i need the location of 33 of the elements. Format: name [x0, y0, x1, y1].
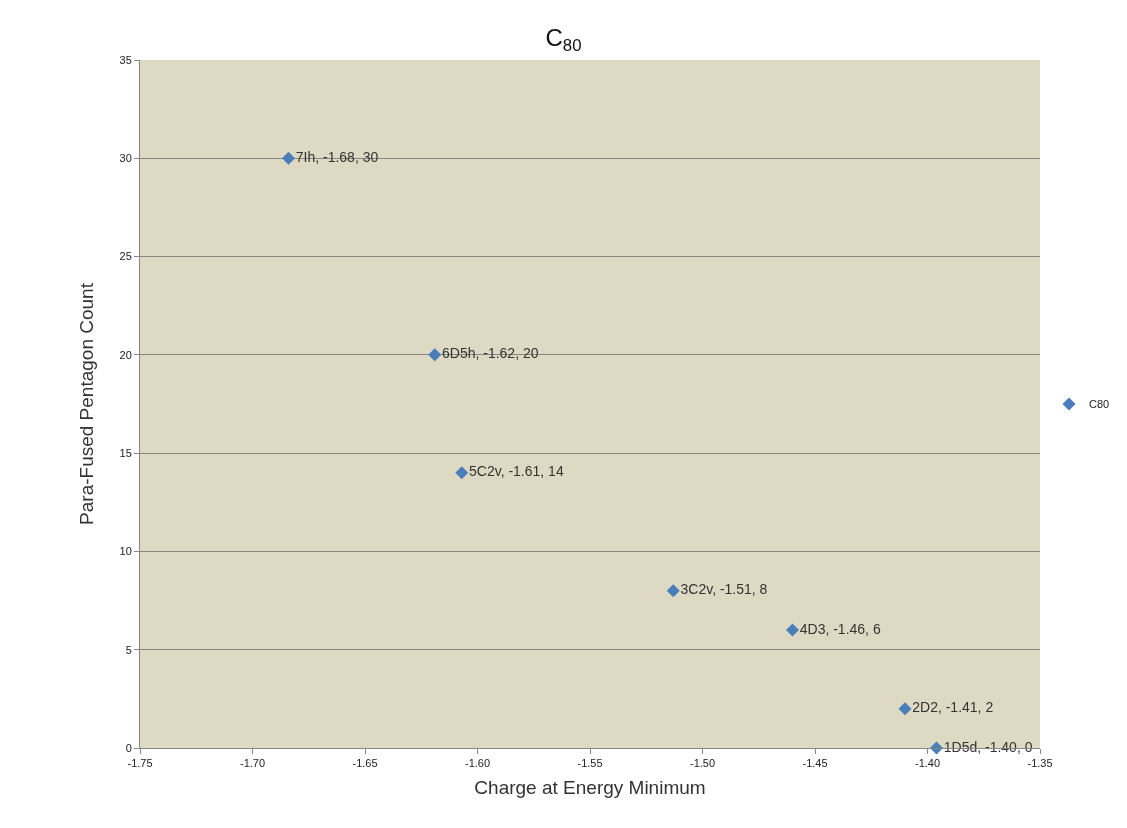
y-tick-label: 25	[119, 250, 132, 263]
x-tick-label: -1.35	[1027, 757, 1053, 770]
point	[282, 151, 295, 165]
x-tick-label: -1.40	[914, 757, 941, 770]
y-tick-label: 0	[125, 741, 132, 754]
data-label: 2D2, -1.41, 2	[912, 699, 994, 716]
point	[666, 584, 680, 598]
y-tick-label: 15	[119, 446, 132, 459]
x-tick-label: -1.70	[239, 757, 266, 770]
x-tick-label: -1.55	[577, 757, 603, 770]
data-label: 5C2v, -1.61, 14	[469, 463, 564, 480]
y-axis-title: Para-Fused Pentagon Count	[76, 282, 98, 525]
data-label: 4D3, -1.46, 6	[799, 620, 881, 637]
data-label: 3C2v, -1.51, 8	[680, 581, 768, 598]
data-label: 6D5h, -1.62, 20	[442, 345, 539, 362]
y-tick-label: 10	[119, 545, 132, 558]
x-tick-label: -1.45	[802, 757, 828, 770]
point	[786, 623, 799, 637]
point	[455, 466, 469, 480]
y-tick-label: 20	[119, 348, 132, 361]
legend-label: C80	[1089, 398, 1110, 411]
y-tick-label: 30	[119, 152, 132, 165]
x-tick-label: -1.60	[464, 757, 491, 770]
point	[898, 702, 912, 716]
y-tick-label: 35	[119, 53, 132, 66]
point	[428, 348, 442, 362]
x-tick-label: -1.65	[352, 757, 378, 770]
data-label: 7Ih, -1.68, 30	[295, 148, 379, 165]
x-tick-label: -1.75	[127, 757, 153, 770]
x-tick-label: -1.50	[689, 757, 716, 770]
chart-title: C$_{80}$	[545, 23, 582, 55]
x-axis-title: Charge at Energy Minimum	[474, 777, 706, 798]
y-tick-label: 5	[125, 643, 132, 656]
